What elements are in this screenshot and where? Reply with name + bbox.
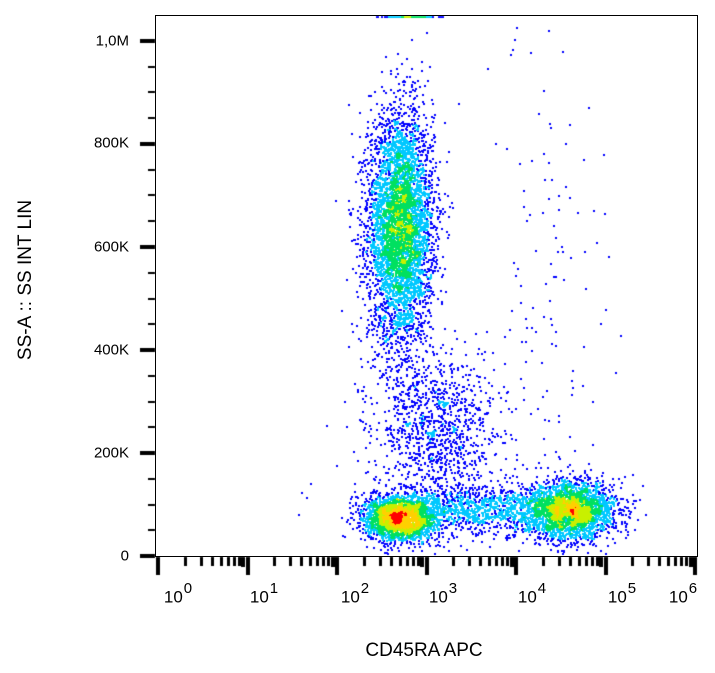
y-tick-label: 1,0M — [95, 32, 129, 50]
y-axis-label: SS-A :: SS INT LIN — [15, 199, 36, 361]
plot-area-frame — [155, 15, 698, 557]
x-axis-label: CD45RA APC — [365, 640, 483, 661]
x-tick-label: 103 — [428, 580, 458, 607]
x-tick-label: 105 — [607, 580, 637, 607]
x-tick-label: 104 — [517, 580, 547, 607]
x-tick-label: 102 — [340, 580, 370, 607]
y-tick-label: 0 — [120, 547, 129, 565]
y-tick-label: 400K — [93, 341, 129, 359]
x-tick-label: 106 — [668, 580, 698, 607]
x-tick-label: 101 — [249, 580, 279, 607]
y-tick-label: 200K — [93, 444, 129, 462]
y-tick-label: 800K — [93, 134, 129, 152]
x-tick-label: 100 — [163, 580, 193, 607]
y-tick-label: 600K — [93, 238, 129, 256]
